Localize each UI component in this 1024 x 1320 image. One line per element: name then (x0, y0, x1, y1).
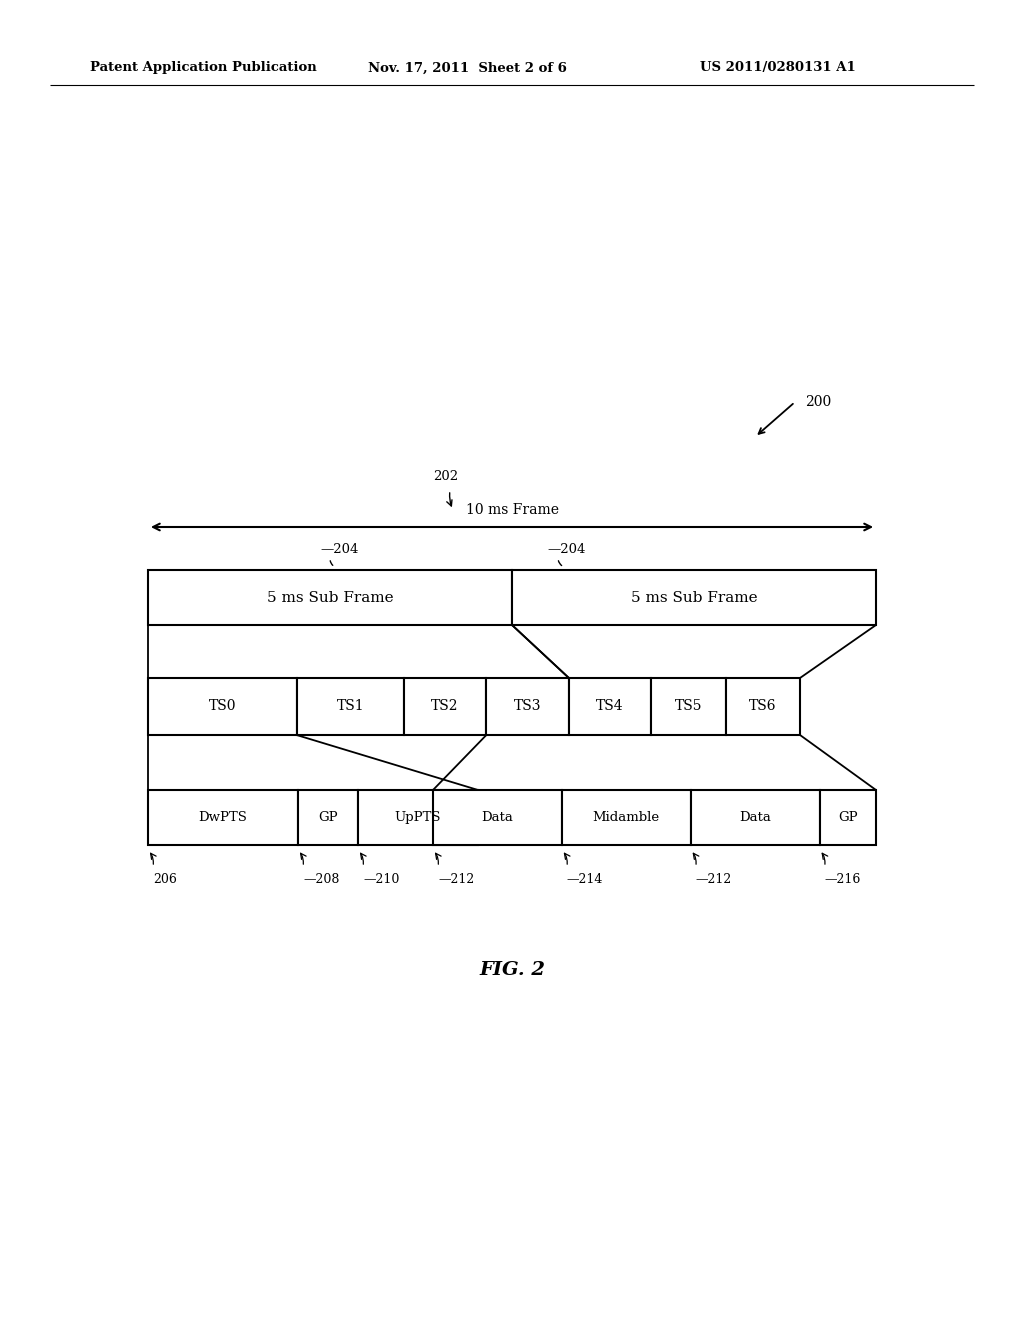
Bar (433, 789, 562, 845)
Bar (562, 789, 691, 845)
Bar (569, 678, 651, 735)
Text: —214: —214 (567, 873, 603, 886)
Text: GP: GP (838, 810, 858, 824)
Text: —212: —212 (695, 873, 732, 886)
Text: Patent Application Publication: Patent Application Publication (90, 62, 316, 74)
Text: TS6: TS6 (750, 700, 776, 714)
Text: TS0: TS0 (209, 700, 236, 714)
Bar (691, 789, 819, 845)
Text: TS5: TS5 (675, 700, 702, 714)
Text: TS4: TS4 (596, 700, 624, 714)
Bar (148, 789, 298, 845)
Bar (819, 789, 876, 845)
Text: UpPTS: UpPTS (394, 810, 441, 824)
Bar (297, 678, 403, 735)
Text: DwPTS: DwPTS (199, 810, 248, 824)
Text: TS2: TS2 (431, 700, 459, 714)
Text: —204: —204 (319, 543, 358, 556)
Text: 202: 202 (433, 470, 458, 483)
Text: —210: —210 (362, 873, 399, 886)
Text: —212: —212 (438, 873, 474, 886)
Text: —216: —216 (824, 873, 861, 886)
Bar (512, 570, 876, 624)
Bar (148, 678, 297, 735)
Bar (358, 789, 478, 845)
Text: TS1: TS1 (337, 700, 364, 714)
Bar (298, 789, 358, 845)
Text: FIG. 2: FIG. 2 (479, 961, 545, 979)
Bar (651, 678, 726, 735)
Text: 206: 206 (153, 873, 177, 886)
Bar (403, 678, 486, 735)
Bar (726, 678, 800, 735)
Text: 5 ms Sub Frame: 5 ms Sub Frame (631, 590, 758, 605)
Bar (148, 570, 512, 624)
Text: GP: GP (318, 810, 338, 824)
Bar (486, 678, 569, 735)
Text: 200: 200 (805, 395, 831, 409)
Text: Data: Data (481, 810, 513, 824)
Text: —204: —204 (547, 543, 586, 556)
Text: —208: —208 (303, 873, 339, 886)
Text: Data: Data (739, 810, 771, 824)
Text: US 2011/0280131 A1: US 2011/0280131 A1 (700, 62, 856, 74)
Text: Midamble: Midamble (593, 810, 659, 824)
Text: Nov. 17, 2011  Sheet 2 of 6: Nov. 17, 2011 Sheet 2 of 6 (368, 62, 567, 74)
Text: 5 ms Sub Frame: 5 ms Sub Frame (266, 590, 393, 605)
Text: 10 ms Frame: 10 ms Frame (466, 503, 558, 517)
Text: TS3: TS3 (514, 700, 542, 714)
